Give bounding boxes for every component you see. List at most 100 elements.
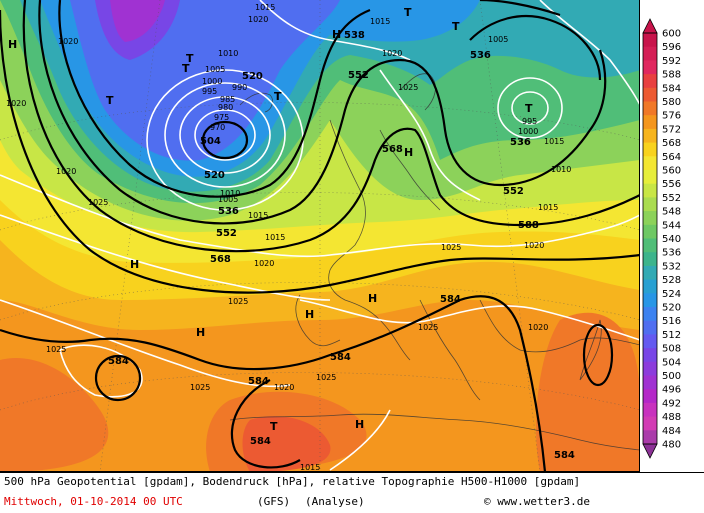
- legend-swatch: [643, 252, 657, 267]
- geopotential-labels: 584 520 504 520 536 552 568 552 536 536 …: [108, 30, 575, 461]
- pressure-label: 1015: [265, 233, 285, 242]
- footer: 500 hPa Geopotential [gpdam], Bodendruck…: [0, 472, 704, 513]
- geopotential-lines: [0, 0, 639, 471]
- pressure-label: 980: [218, 103, 233, 112]
- legend-label: 488: [662, 412, 681, 423]
- pressure-label: 1005: [488, 35, 508, 44]
- pressure-label: 995: [522, 117, 537, 126]
- pressure-label: 1025: [190, 383, 210, 392]
- high-symbol: H: [368, 292, 377, 305]
- geo-label: 584: [248, 376, 269, 387]
- high-symbol: H: [404, 146, 413, 159]
- legend-arrow-top: [642, 18, 658, 34]
- legend-label: 544: [662, 220, 681, 231]
- pressure-label: 985: [220, 95, 235, 104]
- legend-label: 556: [662, 179, 681, 190]
- low-symbol: T: [270, 420, 278, 433]
- pressure-label: 1010: [220, 189, 240, 198]
- pressure-label: 1015: [538, 203, 558, 212]
- legend-label: 500: [662, 371, 681, 382]
- legend-swatch: [643, 293, 657, 308]
- legend-label: 536: [662, 248, 681, 259]
- legend-outline: [642, 32, 658, 445]
- low-symbol: T: [106, 94, 114, 107]
- pressure-label: 1020: [56, 167, 76, 176]
- run-type: (Analyse): [305, 495, 365, 508]
- legend-swatch: [643, 334, 657, 349]
- geo-label: 552: [348, 70, 369, 81]
- low-symbol: T: [452, 20, 460, 33]
- legend-swatch: [643, 197, 657, 212]
- weather-map: 1020 1010 1005 1000 995 990 985 980 975 …: [0, 0, 640, 472]
- legend-label: 564: [662, 152, 681, 163]
- credit-link[interactable]: © www.wetter3.de: [484, 495, 590, 508]
- legend-label: 480: [662, 440, 681, 451]
- pressure-label: 1025: [441, 243, 461, 252]
- pressure-label: 1025: [46, 345, 66, 354]
- legend-swatch: [643, 46, 657, 61]
- low-symbol: T: [186, 52, 194, 65]
- legend-swatch: [643, 430, 657, 445]
- map-datetime: Mittwoch, 01-10-2014 00 UTC: [4, 495, 183, 508]
- legend-label: 520: [662, 303, 681, 314]
- pressure-label: 1020: [254, 259, 274, 268]
- pressure-label: 995: [202, 87, 217, 96]
- pressure-label: 1020: [382, 49, 402, 58]
- geo-label: 552: [503, 186, 524, 197]
- geo-label: 584: [250, 436, 271, 447]
- legend-swatch: [643, 279, 657, 294]
- legend-label: 560: [662, 166, 681, 177]
- geo-label: 520: [204, 170, 225, 181]
- geo-label: 538: [344, 30, 365, 41]
- geo-label: 552: [216, 228, 237, 239]
- thickness-band-580: [0, 358, 109, 471]
- geo-label: 568: [210, 254, 231, 265]
- legend-swatch: [643, 265, 657, 281]
- low-symbol: T: [274, 90, 282, 103]
- geo-label: 584: [330, 352, 351, 363]
- pressure-label: 1020: [6, 99, 26, 108]
- thickness-band-580: [536, 312, 639, 471]
- legend-label: 484: [662, 426, 681, 437]
- pressure-label: 970: [210, 123, 225, 132]
- pressure-label: 1005: [218, 195, 238, 204]
- legend-swatch: [643, 170, 657, 185]
- high-symbol: H: [305, 308, 314, 321]
- legend-canvas: 600 596 592 588 584 580 576 572 568 564 560 556 552 5…: [642, 18, 681, 459]
- pressure-label: 1000: [518, 127, 538, 136]
- legend-label: 600: [662, 29, 681, 40]
- legend-label: 516: [662, 316, 681, 327]
- legend-label: 524: [662, 289, 681, 300]
- pressure-label: 1020: [528, 323, 548, 332]
- legend-label: 588: [662, 70, 681, 81]
- high-symbol: H: [332, 28, 341, 41]
- pressure-label: 1015: [300, 463, 320, 472]
- geo-label: 520: [242, 71, 263, 82]
- high-symbol: H: [130, 258, 139, 271]
- high-symbol: H: [8, 38, 17, 51]
- legend-swatch: [643, 128, 657, 144]
- pressure-label: 1015: [370, 17, 390, 26]
- geo-label: 584: [440, 294, 461, 305]
- pressure-label: 1025: [398, 83, 418, 92]
- legend-label: 508: [662, 344, 681, 355]
- legend-arrow-bottom: [642, 443, 658, 459]
- pressure-label: 990: [232, 83, 247, 92]
- geo-label: 536: [218, 206, 239, 217]
- high-symbol: H: [355, 418, 364, 431]
- geo-label: 504: [200, 136, 221, 147]
- legend-label: 576: [662, 111, 681, 122]
- legend-swatch: [643, 101, 657, 116]
- pressure-label: 1020: [58, 37, 78, 46]
- legend-label: 492: [662, 398, 681, 409]
- legend-swatch: [643, 211, 657, 226]
- legend-label: 496: [662, 385, 681, 396]
- pressure-label: 1010: [551, 165, 571, 174]
- legend-swatch: [643, 361, 657, 376]
- legend-swatch: [643, 402, 657, 418]
- model-name: (GFS): [257, 495, 291, 508]
- geo-label: 536: [470, 50, 491, 61]
- pressure-label: 1020: [524, 241, 544, 250]
- legend-swatch: [643, 33, 657, 48]
- pressure-label: 1025: [316, 373, 336, 382]
